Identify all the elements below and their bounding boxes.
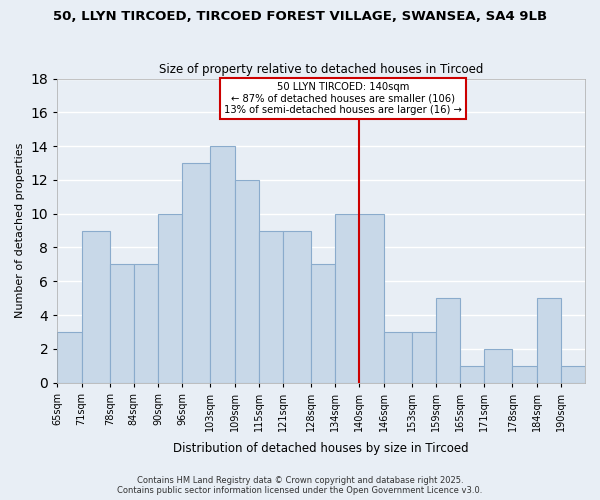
Bar (335, 214, 359, 382)
X-axis label: Distribution of detached houses by size in Tircoed: Distribution of detached houses by size … (173, 442, 469, 455)
Text: 50 LLYN TIRCOED: 140sqm
← 87% of detached houses are smaller (106)
13% of semi-d: 50 LLYN TIRCOED: 140sqm ← 87% of detache… (224, 82, 462, 115)
Bar (460, 366, 484, 382)
Bar (436, 298, 460, 382)
Bar (211, 146, 235, 382)
Bar (412, 332, 436, 382)
Bar (259, 230, 283, 382)
Bar (110, 264, 134, 382)
Y-axis label: Number of detached properties: Number of detached properties (15, 143, 25, 318)
Bar (512, 366, 536, 382)
Bar (283, 230, 311, 382)
Bar (235, 180, 259, 382)
Bar (134, 264, 158, 382)
Bar (158, 214, 182, 382)
Bar (383, 332, 412, 382)
Bar (359, 214, 383, 382)
Bar (82, 230, 110, 382)
Bar (484, 349, 512, 382)
Bar (561, 366, 585, 382)
Bar (182, 163, 211, 382)
Bar (311, 264, 335, 382)
Text: 50, LLYN TIRCOED, TIRCOED FOREST VILLAGE, SWANSEA, SA4 9LB: 50, LLYN TIRCOED, TIRCOED FOREST VILLAGE… (53, 10, 547, 23)
Bar (536, 298, 561, 382)
Bar (58, 332, 82, 382)
Title: Size of property relative to detached houses in Tircoed: Size of property relative to detached ho… (159, 63, 484, 76)
Text: Contains HM Land Registry data © Crown copyright and database right 2025.
Contai: Contains HM Land Registry data © Crown c… (118, 476, 482, 495)
